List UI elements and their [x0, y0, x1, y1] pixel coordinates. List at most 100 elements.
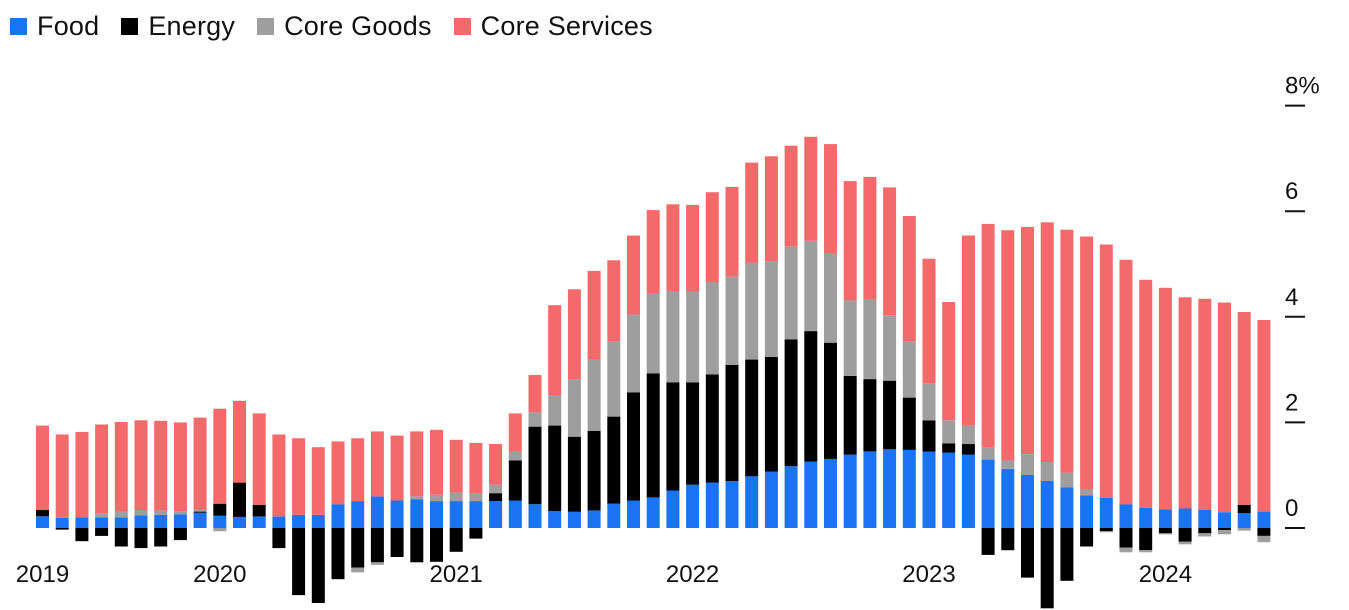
bar-segment-core-goods-2019-05 — [114, 511, 128, 518]
bar-segment-energy-2024-01 — [1218, 528, 1231, 531]
bar-segment-core-services-2022-11 — [942, 302, 956, 421]
legend-label-energy: Energy — [148, 10, 236, 41]
bar-segment-energy-2022-06 — [843, 375, 857, 455]
bar-segment-food-2019-07 — [154, 514, 168, 528]
bar-segment-energy-2021-01 — [508, 460, 522, 501]
bar-segment-energy-2023-07 — [1099, 528, 1113, 532]
bar-segment-food-2021-09 — [666, 490, 680, 528]
x-tick-label-2019: 2019 — [16, 561, 69, 588]
bar-segment-food-2019-03 — [75, 517, 89, 528]
bar-segment-core-services-2020-08 — [410, 431, 424, 497]
bar-segment-core-services-2020-03 — [311, 447, 325, 515]
bar-segment-core-goods-2022-11 — [942, 420, 956, 444]
bar-segment-core-goods-2021-08 — [646, 293, 660, 374]
bar-segment-food-2020-02 — [292, 514, 306, 528]
bar-segment-core-services-2020-04 — [331, 441, 345, 505]
bar-segment-energy-2020-03 — [311, 528, 325, 603]
bar-segment-food-2021-06 — [607, 503, 621, 528]
bar-segment-energy-2023-10 — [1158, 528, 1172, 534]
bar-segment-core-goods-2020-08 — [410, 496, 424, 500]
bar-segment-energy-2022-04 — [804, 331, 818, 462]
bar-segment-core-goods-2023-04 — [1040, 462, 1054, 481]
bar-segment-energy-2020-10 — [449, 528, 463, 552]
bar-segment-food-2020-04 — [331, 504, 345, 528]
bar-segment-food-2020-06 — [370, 496, 384, 528]
bar-segment-energy-2023-03 — [1021, 528, 1034, 578]
bar-segment-energy-2021-05 — [587, 430, 601, 511]
bar-segment-energy-2020-07 — [390, 528, 404, 557]
bar-segment-core-services-2020-07 — [390, 435, 404, 501]
bar-segment-core-services-2023-02 — [1001, 230, 1015, 461]
bar-segment-energy-2020-02 — [292, 528, 306, 596]
bar-segment-core-goods-2019-06 — [134, 510, 148, 516]
y-axis: 0 2 4 6 8% — [1285, 73, 1320, 529]
bar-segment-energy-2024-03 — [1257, 528, 1271, 536]
bar-segment-food-2024-02 — [1237, 513, 1251, 528]
bar-segment-core-services-2024-03 — [1257, 320, 1271, 512]
y-tick-label-6: 6 — [1285, 178, 1298, 205]
bar-segment-energy-2020-08 — [410, 528, 424, 563]
bar-segment-core-services-2019-11 — [233, 400, 246, 483]
bar-segment-energy-2022-01 — [745, 359, 759, 477]
bar-segment-core-services-2022-10 — [922, 258, 936, 384]
bar-segment-food-2021-10 — [686, 484, 700, 528]
bar-segment-core-services-2023-01 — [981, 223, 995, 448]
bar-segment-core-services-2021-02 — [528, 374, 542, 413]
bar-segment-core-services-2021-08 — [646, 210, 660, 293]
bar-segment-core-goods-2022-12 — [961, 425, 975, 445]
bar-segment-energy-2022-08 — [883, 380, 897, 450]
bar-segment-food-2021-05 — [587, 510, 601, 528]
bar-segment-food-2023-10 — [1158, 509, 1172, 528]
legend-item-energy[interactable]: Energy — [121, 11, 235, 42]
legend-item-core-goods[interactable]: Core Goods — [257, 11, 432, 42]
bar-segment-core-services-2020-01 — [272, 434, 286, 517]
legend-swatch-food — [10, 17, 27, 35]
bar-segment-core-services-2022-07 — [863, 176, 877, 300]
bar-segment-core-services-2024-01 — [1218, 302, 1231, 513]
bar-segment-core-goods-2022-08 — [883, 315, 897, 381]
y-tick-label-2: 2 — [1285, 389, 1298, 416]
bar-segment-food-2021-01 — [508, 500, 522, 528]
bar-segment-food-2021-12 — [725, 481, 739, 528]
bar-segment-core-goods-2020-11 — [469, 493, 483, 502]
bar-segment-core-services-2021-12 — [725, 186, 739, 277]
bar-segment-food-2019-05 — [114, 517, 128, 528]
bar-segment-energy-2019-02 — [55, 528, 69, 530]
bar-segment-energy-2023-01 — [981, 528, 995, 555]
bar-segment-core-goods-2023-12 — [1198, 533, 1212, 537]
x-axis: 2019 2020 2021 2022 2023 2024 — [16, 561, 1192, 588]
chart-legend: Food Energy Core Goods Core Services — [10, 6, 675, 46]
bar-segment-core-goods-2023-10 — [1158, 533, 1172, 535]
legend-label-core-goods: Core Goods — [284, 10, 432, 41]
x-tick-label-2022: 2022 — [666, 561, 719, 588]
bar-segment-food-2023-11 — [1178, 508, 1192, 528]
bar-segment-energy-2021-11 — [705, 374, 719, 483]
bar-segment-core-goods-2023-02 — [1001, 460, 1015, 469]
bar-segment-core-goods-2021-02 — [528, 412, 542, 427]
bar-segment-core-services-2020-12 — [489, 444, 503, 485]
bar-segment-food-2022-02 — [764, 471, 778, 528]
bar-segment-core-services-2019-10 — [213, 408, 227, 504]
bar-segment-energy-2022-05 — [824, 342, 837, 459]
bar-segment-energy-2021-12 — [725, 364, 739, 481]
bar-segment-core-services-2023-06 — [1080, 236, 1094, 490]
bar-segment-core-services-2021-06 — [607, 260, 621, 342]
bar-segment-food-2021-07 — [627, 500, 640, 528]
bar-segment-energy-2021-08 — [646, 373, 660, 498]
bar-segment-core-goods-2024-02 — [1237, 528, 1251, 531]
legend-item-core-services[interactable]: Core Services — [453, 11, 653, 42]
bar-segment-core-services-2020-05 — [351, 438, 365, 501]
bar-segment-energy-2023-04 — [1040, 528, 1054, 609]
bar-segment-core-services-2019-05 — [114, 421, 128, 512]
bar-segment-food-2024-03 — [1257, 511, 1271, 528]
bar-segment-core-goods-2022-10 — [922, 383, 936, 421]
bar-segment-food-2021-02 — [528, 504, 542, 528]
bar-segment-core-goods-2022-02 — [764, 261, 778, 357]
bar-segment-energy-2023-02 — [1001, 528, 1015, 551]
bar-segment-food-2020-12 — [489, 501, 503, 528]
bar-segment-energy-2023-05 — [1060, 528, 1074, 581]
legend-item-food[interactable]: Food — [10, 11, 99, 42]
bar-segment-food-2023-12 — [1198, 510, 1212, 528]
bar-segment-food-2020-05 — [351, 501, 365, 528]
bar-segment-food-2022-03 — [784, 466, 798, 528]
